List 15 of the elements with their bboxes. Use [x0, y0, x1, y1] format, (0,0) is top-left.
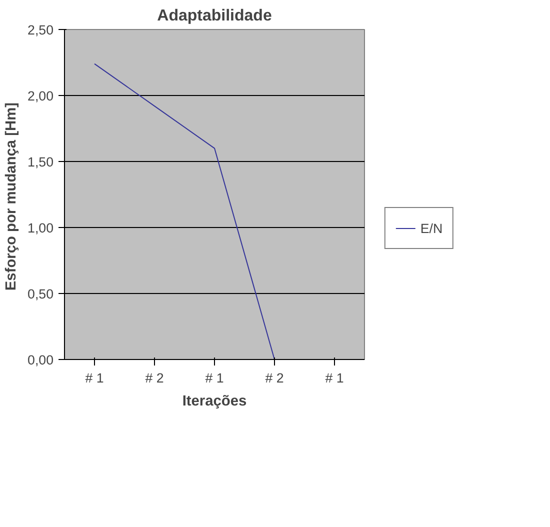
y-tick-label: 0,50 [28, 286, 54, 302]
y-axis-title: Esforço por mudança [Hm] [4, 102, 20, 291]
y-tick-label: 1,50 [28, 154, 54, 170]
x-tick-label: # 1 [205, 370, 224, 386]
y-tick-label: 1,00 [28, 220, 54, 236]
y-tick-label: 0,00 [28, 352, 54, 368]
legend-label: E/N [420, 220, 443, 236]
x-tick-label: # 1 [85, 370, 104, 386]
y-tick-label: 2,50 [28, 22, 54, 38]
chart-title: Adaptabilidade [157, 8, 272, 24]
x-tick-label: # 2 [145, 370, 164, 386]
x-tick-label: # 2 [265, 370, 284, 386]
x-tick-label: # 1 [325, 370, 344, 386]
y-tick-label: 2,00 [28, 88, 54, 104]
x-axis-title: Iterações [182, 394, 247, 410]
